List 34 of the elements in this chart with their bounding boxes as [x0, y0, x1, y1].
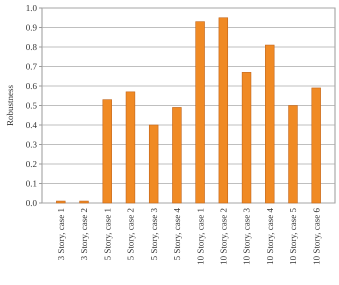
y-tick-label: 1.0: [26, 3, 38, 14]
x-tick-label: 10 Story, case 4: [264, 208, 275, 265]
bar: [288, 105, 298, 204]
bar: [242, 72, 252, 204]
y-tick-label: 0.9: [26, 22, 38, 33]
bar: [126, 92, 136, 204]
y-tick-label: 0.6: [26, 81, 38, 92]
y-tick-label: 0.4: [26, 120, 38, 130]
bar: [102, 99, 112, 204]
y-tick-label: 0.0: [26, 198, 38, 208]
bar: [311, 88, 321, 204]
x-tick-label: 10 Story, case 1: [195, 208, 206, 265]
x-tick-label: 5 Story, case 3: [148, 208, 159, 260]
y-tick-label: 0.5: [26, 100, 38, 111]
x-tick-label: 3 Story, case 2: [79, 208, 90, 260]
y-tick-label: 0.8: [26, 42, 38, 52]
x-tick-label: 5 Story, case 1: [102, 208, 112, 260]
y-tick-label: 0.1: [26, 178, 37, 189]
x-tick-label: 3 Story, case 1: [56, 208, 66, 260]
bar: [265, 44, 274, 204]
x-tick-label: 5 Story, case 2: [126, 208, 136, 260]
bar: [195, 21, 205, 204]
bar: [172, 107, 182, 204]
x-tick-label: 10 Story, case 2: [218, 208, 228, 265]
x-tick-label: 5 Story, case 4: [172, 208, 182, 260]
bar: [218, 17, 228, 204]
y-axis-title: Robustness: [5, 84, 16, 126]
y-tick-label: 0.2: [26, 159, 37, 170]
y-tick-label: 0.3: [26, 140, 38, 150]
x-tick-label: 10 Story, case 3: [242, 208, 252, 265]
y-tick-label: 0.7: [26, 62, 38, 72]
x-tick-label: 10 Story, case 5: [288, 208, 298, 265]
bar: [148, 124, 158, 204]
x-tick-label: 10 Story, case 6: [311, 208, 322, 265]
